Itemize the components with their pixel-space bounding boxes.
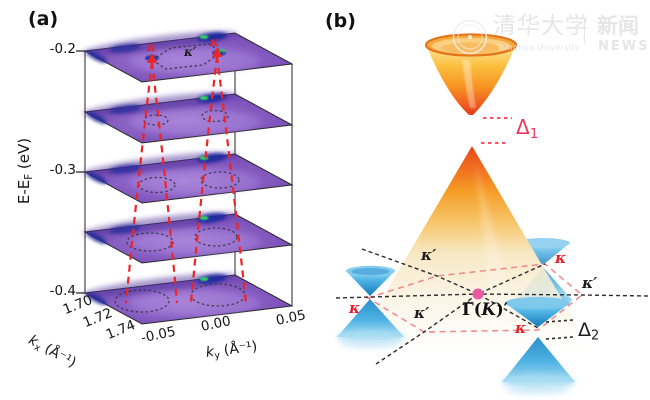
kappa-cone-front-right	[502, 297, 575, 395]
delta1-gap-markers	[481, 117, 512, 144]
panel-a-kappa-right: κ	[210, 35, 219, 49]
gamma-point-label: Γ̃(K)′	[462, 300, 509, 319]
panel-b-kappa-front-right: κ	[515, 319, 527, 337]
panel-b-label: (b)	[325, 10, 356, 32]
panel-b-kappa-prime-upper: κ′	[421, 246, 437, 264]
cone-trace-arrowheads	[147, 47, 222, 63]
delta2-gap-markers	[545, 319, 574, 340]
brillouin-hexagon-outline	[150, 43, 224, 70]
panel-a-label: (a)	[28, 8, 59, 30]
university-seal-icon	[452, 19, 488, 55]
energy-axis-main: E-E	[14, 179, 33, 205]
energy-tick-2: -0.3	[49, 162, 76, 178]
energy-slice-1	[82, 31, 294, 83]
watermark-university-name-cn: 清华大学	[493, 13, 589, 39]
delta1-label: Δ1	[516, 117, 538, 141]
watermark-news-cn: 新闻	[597, 14, 639, 38]
panel-b-kappa-back-right: κ	[555, 249, 567, 267]
ky-axis-unit: (Å⁻¹)	[218, 338, 259, 360]
delta1-symbol: Δ	[516, 115, 530, 139]
energy-slice-3	[82, 152, 294, 204]
gamma-k: K	[481, 300, 496, 319]
panel-a-kappa-left: κ	[147, 40, 156, 54]
watermark-university-name-en: Tsinghua University	[497, 43, 580, 52]
delta1-subscript: 1	[529, 125, 539, 142]
energy-tick-3: -0.4	[49, 283, 76, 299]
delta2-label: Δ2	[578, 321, 599, 344]
upper-dirac-cone	[424, 33, 518, 115]
watermark-divider: |	[580, 14, 589, 44]
panel-b-schematic	[335, 33, 649, 395]
panel-b-kappa-prime-right: κ′	[582, 274, 598, 292]
energy-axis-sub: F	[23, 173, 35, 180]
delta2-symbol: Δ	[578, 319, 591, 341]
delta2-subscript: 2	[591, 328, 600, 344]
energy-axis-unit: (eV)	[14, 137, 33, 174]
energy-slice-2	[82, 92, 294, 144]
dirac-cone-traces	[124, 55, 248, 304]
energy-axis-label: E-EF (eV)	[14, 110, 35, 232]
gamma-pre: Γ̃(	[462, 300, 482, 319]
panel-b-kappa-left: κ	[349, 299, 361, 317]
panel-a-kappa-prime: κ′	[184, 45, 197, 59]
panel-a-3d-plot	[76, 31, 294, 325]
energy-tick-1: -0.2	[49, 41, 76, 57]
energy-slice-5	[82, 273, 294, 325]
panel-b-kappa-prime-lower: κ′	[414, 304, 430, 322]
kappa-cone-left	[336, 265, 405, 348]
watermark-news-en: NEWS	[598, 39, 650, 54]
gamma-post: )′	[495, 300, 509, 319]
energy-slice-4	[82, 212, 294, 264]
gamma-point-dot	[472, 288, 484, 300]
symmetry-lines	[335, 248, 649, 365]
